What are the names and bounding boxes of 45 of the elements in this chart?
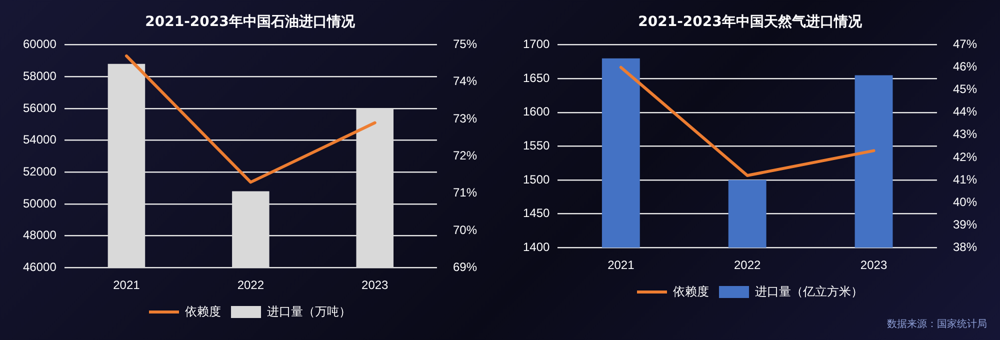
y2-tick-label: 71% xyxy=(452,186,478,200)
x-tick-label: 2022 xyxy=(734,258,762,272)
y2-tick-label: 73% xyxy=(452,111,478,126)
y2-tick-label: 46% xyxy=(952,60,978,74)
x-tick-label: 2021 xyxy=(113,278,140,292)
y-tick-label: 60000 xyxy=(22,37,57,52)
x-tick-label: 2023 xyxy=(362,278,389,292)
y-tick-label: 1400 xyxy=(522,240,550,254)
y-tick-label: 48000 xyxy=(22,228,57,242)
y2-tick-label: 41% xyxy=(952,172,978,186)
y2-tick-label: 38% xyxy=(952,240,978,254)
x-tick-label: 2023 xyxy=(860,258,888,272)
y2-tick-label: 70% xyxy=(452,222,478,237)
x-tick-label: 2022 xyxy=(237,278,264,292)
y2-tick-label: 47% xyxy=(952,37,978,52)
y2-tick-label: 40% xyxy=(952,194,978,209)
x-tick-label: 2021 xyxy=(608,258,635,272)
y-tick-label: 1550 xyxy=(522,138,550,153)
y2-tick-label: 74% xyxy=(452,74,478,88)
source-note: 数据来源：国家统计局 xyxy=(887,318,987,331)
y-tick-label: 1700 xyxy=(522,37,550,52)
legend-label: 依赖度 xyxy=(185,304,221,318)
y2-tick-label: 75% xyxy=(452,37,478,52)
y-tick-label: 50000 xyxy=(22,196,57,210)
y2-tick-label: 45% xyxy=(952,82,978,96)
legend-label: 依赖度 xyxy=(673,284,709,298)
y2-tick-label: 44% xyxy=(952,104,978,119)
chart-title: 2021-2023年中国石油进口情况 xyxy=(145,14,356,30)
y-tick-label: 1650 xyxy=(522,70,550,85)
y2-tick-label: 72% xyxy=(452,148,478,163)
chart-title: 2021-2023年中国天然气进口情况 xyxy=(638,14,863,30)
y2-tick-label: 39% xyxy=(952,217,978,232)
y-tick-label: 1500 xyxy=(522,172,550,186)
y-tick-label: 58000 xyxy=(22,68,57,83)
y-tick-label: 52000 xyxy=(22,164,57,178)
y2-tick-label: 43% xyxy=(952,127,978,142)
y-tick-label: 1600 xyxy=(522,104,550,119)
y-tick-label: 54000 xyxy=(22,132,57,147)
y-tick-label: 56000 xyxy=(22,100,57,115)
legend-label: 进口量（万吨） xyxy=(267,304,351,318)
y2-tick-label: 42% xyxy=(952,150,978,164)
y-tick-label: 1450 xyxy=(522,206,550,220)
legend-label: 进口量（亿立方米） xyxy=(755,284,863,298)
y-tick-label: 46000 xyxy=(22,260,57,274)
y2-tick-label: 69% xyxy=(452,260,478,274)
